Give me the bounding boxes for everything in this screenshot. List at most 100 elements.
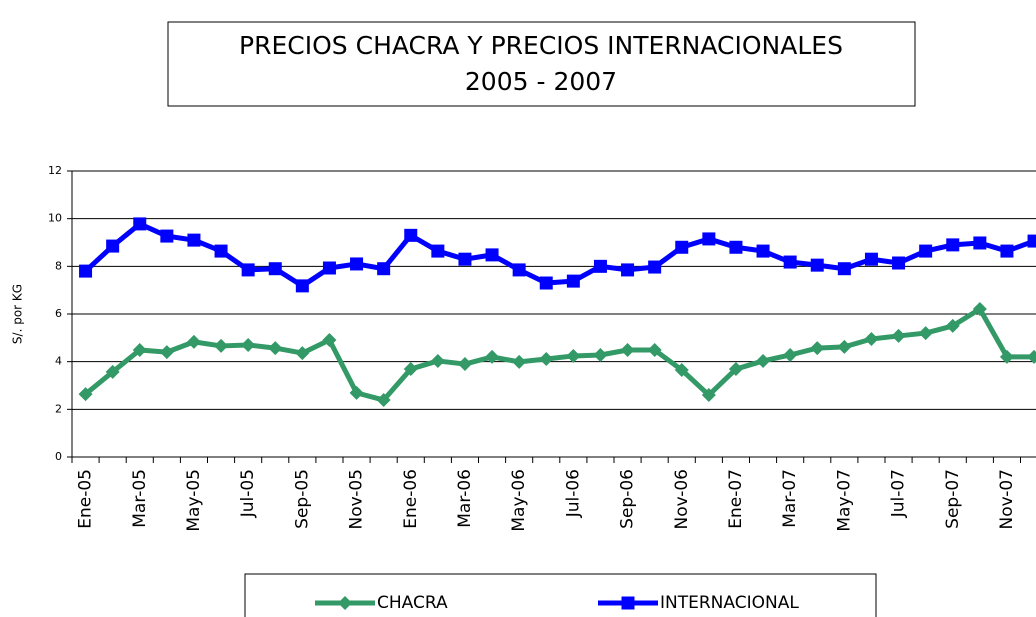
- data-point: [728, 362, 743, 377]
- x-tick-label: Ene-06: [401, 469, 421, 529]
- data-point: [350, 257, 364, 271]
- series-line: [83, 221, 1035, 289]
- data-point: [1000, 244, 1014, 258]
- data-point: [268, 341, 283, 356]
- data-point: [810, 258, 824, 272]
- data-point: [159, 345, 174, 360]
- data-point: [621, 263, 635, 277]
- x-tick-label: May-05: [184, 469, 204, 532]
- data-point: [430, 353, 445, 368]
- data-point: [675, 240, 689, 254]
- y-tick-label: 8: [55, 259, 62, 272]
- data-point: [186, 334, 201, 349]
- data-point: [133, 217, 147, 231]
- data-point: [187, 233, 201, 247]
- data-point: [837, 262, 851, 276]
- y-tick-label: 10: [48, 212, 62, 225]
- x-tick-label: Sep-06: [618, 469, 638, 529]
- data-point: [241, 263, 255, 277]
- x-tick-label: Ene-07: [726, 469, 746, 529]
- data-point: [566, 274, 580, 288]
- data-point: [783, 255, 797, 269]
- data-point: [891, 328, 906, 343]
- data-point: [1027, 349, 1036, 364]
- x-tick-label: Sep-07: [943, 469, 963, 529]
- data-point: [810, 341, 825, 356]
- x-tick-label: Jul-07: [889, 469, 909, 518]
- data-point: [132, 342, 147, 357]
- data-point: [756, 353, 771, 368]
- legend-marker: [621, 596, 635, 610]
- data-point: [485, 248, 499, 262]
- data-point: [1027, 234, 1036, 248]
- data-point: [539, 276, 553, 290]
- data-point: [214, 338, 229, 353]
- data-point: [160, 229, 174, 243]
- y-tick-label: 6: [55, 307, 62, 320]
- data-point: [674, 363, 689, 378]
- data-point: [322, 261, 336, 275]
- data-point: [918, 326, 933, 341]
- series-line: [83, 306, 1035, 403]
- data-point: [973, 236, 987, 250]
- data-point: [457, 357, 472, 372]
- y-tick-label: 0: [55, 450, 62, 463]
- data-point: [593, 347, 608, 362]
- data-point: [647, 342, 662, 357]
- data-point: [892, 256, 906, 270]
- y-axis-label: S/. por KG: [11, 284, 25, 344]
- x-tick-label: Nov-05: [347, 469, 367, 530]
- x-tick-label: Nov-07: [997, 469, 1017, 530]
- data-point: [729, 240, 743, 254]
- data-point: [946, 238, 960, 252]
- data-point: [403, 362, 418, 377]
- x-tick-label: Ene-05: [76, 469, 96, 529]
- y-tick-label: 12: [48, 164, 62, 177]
- data-point: [783, 347, 798, 362]
- data-point: [512, 354, 527, 369]
- x-tick-label: Sep-05: [292, 469, 312, 529]
- data-point: [295, 346, 310, 361]
- data-point: [702, 232, 716, 246]
- x-tick-label: Jul-06: [563, 469, 583, 518]
- chart-subtitle: 2005 - 2007: [465, 67, 617, 96]
- data-point: [106, 239, 120, 253]
- data-point: [620, 342, 635, 357]
- data-point: [79, 264, 93, 278]
- data-point: [593, 259, 607, 273]
- chart-title: PRECIOS CHACRA Y PRECIOS INTERNACIONALES: [239, 31, 843, 60]
- data-point: [701, 388, 716, 403]
- data-point: [485, 349, 500, 364]
- data-point: [864, 252, 878, 266]
- data-point: [349, 385, 364, 400]
- x-tick-label: Jul-05: [238, 469, 258, 518]
- x-tick-label: May-06: [509, 469, 529, 532]
- legend-label: CHACRA: [377, 593, 448, 613]
- data-point: [837, 339, 852, 354]
- title-box: [167, 21, 916, 107]
- data-point: [268, 262, 282, 276]
- data-point: [322, 332, 337, 347]
- x-tick-label: May-07: [834, 469, 854, 532]
- x-tick-label: Nov-06: [672, 469, 692, 530]
- x-tick-label: Mar-06: [455, 469, 475, 528]
- data-point: [404, 228, 418, 242]
- data-point: [241, 337, 256, 352]
- data-point: [458, 252, 472, 266]
- y-tick-label: 4: [55, 355, 62, 368]
- data-point: [214, 244, 228, 258]
- data-point: [78, 387, 93, 402]
- data-point: [999, 349, 1014, 364]
- data-point: [864, 332, 879, 347]
- data-point: [945, 318, 960, 333]
- data-point: [972, 301, 987, 316]
- legend-box: [244, 573, 877, 617]
- data-point: [539, 352, 554, 367]
- data-point: [648, 260, 662, 274]
- data-point: [431, 244, 445, 258]
- data-point: [566, 348, 581, 363]
- data-point: [756, 244, 770, 258]
- data-point: [919, 244, 933, 258]
- y-tick-label: 2: [55, 402, 62, 415]
